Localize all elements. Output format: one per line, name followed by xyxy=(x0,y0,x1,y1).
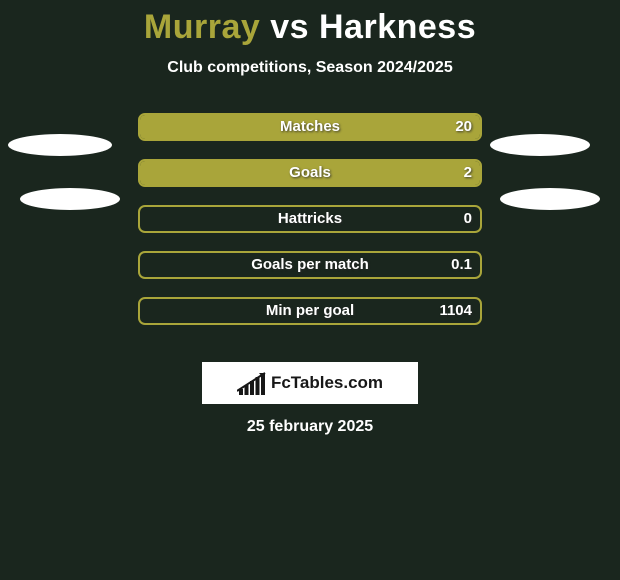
stat-value: 20 xyxy=(455,115,472,139)
stat-row: Hattricks0 xyxy=(138,205,482,233)
source-logo: FcTables.com xyxy=(202,362,418,404)
stat-value: 0 xyxy=(464,207,472,231)
stat-value: 0.1 xyxy=(451,253,472,277)
title-player-right: Harkness xyxy=(319,8,476,46)
stat-value: 1104 xyxy=(439,299,472,323)
date-caption: 25 february 2025 xyxy=(0,418,620,436)
stat-row: Min per goal1104 xyxy=(138,297,482,325)
page-title: Murray vs Harkness xyxy=(0,8,620,47)
comparison-chart: Matches20Goals2Hattricks0Goals per match… xyxy=(0,113,620,343)
title-vs: vs xyxy=(270,8,309,46)
stats-card: Murray vs Harkness Club competitions, Se… xyxy=(0,8,620,580)
title-player-left: Murray xyxy=(144,8,260,46)
logo-text: FcTables.com xyxy=(271,373,383,393)
stat-row: Goals per match0.1 xyxy=(138,251,482,279)
stat-label: Hattricks xyxy=(140,207,480,231)
stat-value: 2 xyxy=(464,161,472,185)
stat-row: Goals2 xyxy=(138,159,482,187)
stat-label: Min per goal xyxy=(140,299,480,323)
stat-label: Goals per match xyxy=(140,253,480,277)
stat-label: Matches xyxy=(140,115,480,139)
bar-chart-icon xyxy=(237,371,267,395)
stat-row: Matches20 xyxy=(138,113,482,141)
subtitle: Club competitions, Season 2024/2025 xyxy=(0,59,620,77)
stat-label: Goals xyxy=(140,161,480,185)
